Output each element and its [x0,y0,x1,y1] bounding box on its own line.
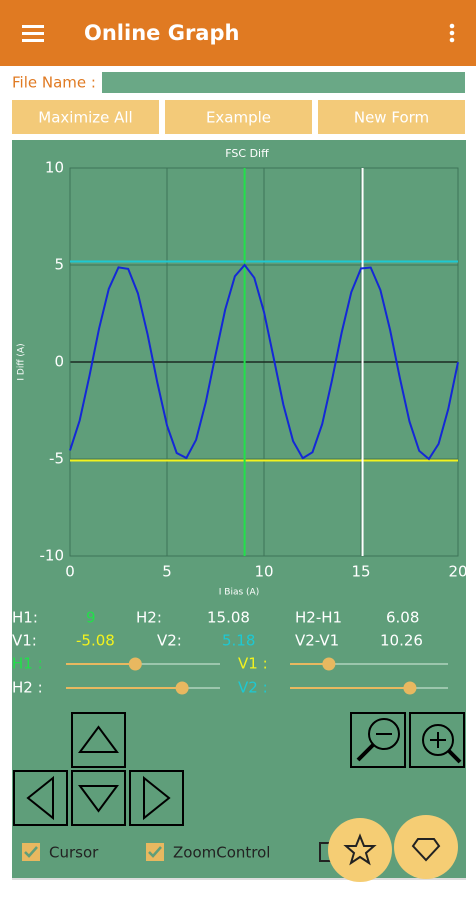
slider-label: V1 : [238,655,268,673]
readout-value: 15.08 [207,609,250,627]
y-axis-label: I Diff (A) [17,343,27,380]
zoom-out-lens [368,718,400,750]
checkbox-label: ZoomControl [173,844,270,862]
right-arrow [143,775,171,821]
app-title: Online Graph [84,21,239,45]
arrow-pad [13,712,465,826]
menu-icon[interactable] [22,25,44,42]
diamond-icon [411,838,441,862]
overflow-menu[interactable] [449,23,455,43]
readout-label: V1: [12,632,37,650]
series-line [69,263,459,461]
slider-label: V2 : [238,679,268,697]
down-arrow [78,785,119,813]
readout-label: H2-H1 [295,609,342,627]
x-tick-label: 0 [65,563,75,581]
slider-label: H1 : [12,655,43,673]
readout-label: V2: [157,632,182,650]
x-tick-label: 5 [162,563,172,581]
slider-thumb[interactable] [128,657,142,671]
button[interactable] [165,100,312,134]
star-icon [343,833,377,866]
menu-bar [22,32,44,35]
x-tick-label: 10 [254,563,273,581]
down-button[interactable] [71,770,126,826]
readout-value: 9 [86,609,96,627]
app-bar [0,0,476,66]
file-name-label: File Name : [12,74,96,92]
y-tick-label: 10 [45,159,64,177]
x-tick-label: 15 [351,563,370,581]
y-tick-label: -10 [40,547,65,565]
left-arrow [26,775,54,821]
slider-label: H2 : [12,679,43,697]
right-button[interactable] [129,770,184,826]
dot [449,30,455,36]
readout-label: H1: [12,609,38,627]
checkmark [148,846,162,858]
zoom-in-button[interactable] [409,712,465,768]
plot-frame [69,167,459,557]
up-arrow [78,725,119,753]
button-label: Maximize All [38,109,132,127]
zoom-out-handle [356,743,375,762]
chart-title: FSC Diff [225,147,269,160]
zoom-in-handle [447,749,462,764]
x-tick-label: 20 [448,563,467,581]
readout-label: H2: [136,609,162,627]
checkbox-label: Cursor [49,844,99,862]
file-name-input[interactable] [102,72,465,93]
slider-thumb[interactable] [175,681,189,695]
dot [449,37,455,43]
slider-thumb[interactable] [322,657,336,671]
button-label: New Form [354,109,429,127]
checkmark [24,846,38,858]
readout-value: 10.26 [380,632,423,650]
button[interactable] [12,100,159,134]
zoom-in-lens [422,724,454,756]
menu-bar [22,39,44,42]
readout-value: 6.08 [386,609,419,627]
y-tick-label: -5 [49,450,64,468]
dot [449,23,455,29]
y-tick-label: 0 [54,353,64,371]
left-button[interactable] [13,770,68,826]
y-tick-label: 5 [54,256,64,274]
readout-value: 5.18 [222,632,255,650]
button[interactable] [318,100,465,134]
fab-star[interactable] [328,818,392,882]
x-axis-label: I Bias (A) [219,588,259,598]
readout-label: V2-V1 [295,632,339,650]
fab-diamond[interactable] [394,815,458,879]
button-label: Example [206,109,271,127]
up-button[interactable] [71,712,126,768]
panel [12,140,466,878]
zoom-out-button[interactable] [350,712,406,768]
slider-thumb[interactable] [403,681,417,695]
readout-value: -5.08 [76,632,115,650]
menu-bar [22,25,44,28]
